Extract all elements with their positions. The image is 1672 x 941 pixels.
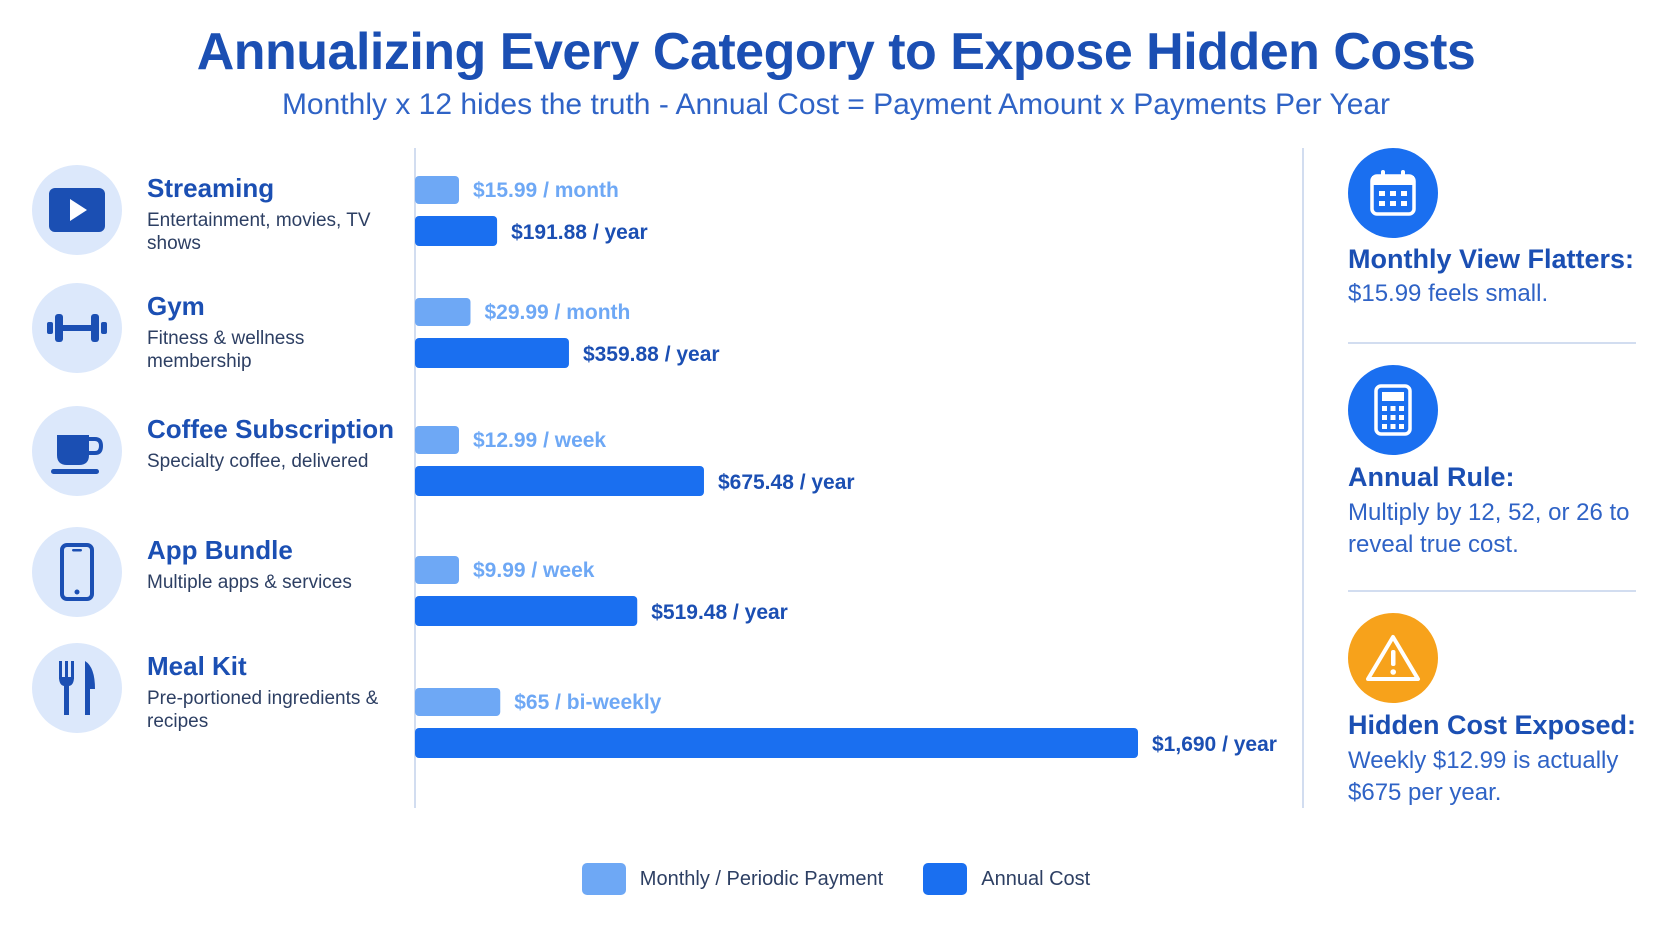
category-name: Streaming bbox=[147, 173, 275, 203]
bar-annual bbox=[415, 338, 569, 368]
category-coffee: Coffee Subscription Specialty coffee, de… bbox=[32, 406, 412, 506]
category-app-bundle: App Bundle Multiple apps & services bbox=[32, 527, 412, 627]
sidebar-separator bbox=[1348, 342, 1636, 344]
category-gym: Gym Fitness & wellness membership bbox=[32, 283, 412, 383]
category-desc: Multiple apps & services bbox=[147, 572, 352, 593]
bar-annual bbox=[415, 728, 1138, 758]
play-icon bbox=[32, 165, 122, 255]
category-streaming: Streaming Entertainment, movies, TV show… bbox=[32, 165, 412, 265]
bar-annual-label: $1,690 / year bbox=[1152, 733, 1277, 756]
category-name: App Bundle bbox=[147, 535, 293, 565]
bar-annual-label: $191.88 / year bbox=[511, 221, 648, 244]
bar-periodic bbox=[415, 688, 501, 716]
bar-periodic bbox=[415, 426, 459, 454]
fork-knife-icon bbox=[32, 643, 122, 733]
category-meal-kit: Meal Kit Pre-portioned ingredients & rec… bbox=[32, 643, 412, 743]
bar-annual bbox=[415, 466, 704, 496]
sidebar-text: Weekly $12.99 is actually $675 per year. bbox=[1348, 747, 1619, 806]
sidebar-title: Monthly View Flatters: bbox=[1348, 244, 1635, 274]
chart-legend: Monthly / Periodic Payment Annual Cost bbox=[0, 863, 1672, 895]
category-desc: Entertainment, movies, TV shows bbox=[147, 210, 371, 254]
bar-annual-label: $519.48 / year bbox=[651, 601, 788, 624]
sidebar-text: $15.99 feels small. bbox=[1348, 280, 1549, 307]
bar-periodic-label: $65 / bi-weekly bbox=[514, 691, 661, 714]
legend-label: Annual Cost bbox=[981, 867, 1091, 890]
bar-periodic-label: $29.99 / month bbox=[484, 301, 630, 324]
warning-icon bbox=[1348, 613, 1438, 703]
bar-annual bbox=[415, 596, 638, 626]
bar-periodic bbox=[415, 298, 471, 326]
bar-chart: $15.99 / month $191.88 / year $29.99 / mon… bbox=[415, 176, 1277, 758]
legend-item-periodic: Monthly / Periodic Payment bbox=[581, 863, 884, 895]
category-desc: Pre-portioned ingredients & recipes bbox=[147, 688, 379, 732]
calculator-icon bbox=[1348, 365, 1438, 455]
sidebar-title: Hidden Cost Exposed: bbox=[1348, 710, 1637, 740]
legend-label: Monthly / Periodic Payment bbox=[639, 867, 884, 890]
category-name: Coffee Subscription bbox=[147, 414, 395, 444]
bar-periodic-label: $12.99 / week bbox=[473, 429, 606, 452]
sidebar-separator bbox=[1348, 590, 1636, 592]
category-name: Meal Kit bbox=[147, 651, 247, 681]
bar-periodic bbox=[415, 556, 459, 584]
category-name: Gym bbox=[147, 291, 205, 321]
smartphone-icon bbox=[32, 527, 122, 617]
bar-periodic-label: $15.99 / month bbox=[473, 179, 619, 202]
bar-annual bbox=[415, 216, 498, 246]
sidebar-text: Multiply by 12, 52, or 26 to reveal true… bbox=[1348, 499, 1630, 558]
calendar-icon bbox=[1348, 148, 1438, 238]
bar-annual-label: $359.88 / year bbox=[583, 343, 720, 366]
legend-swatch bbox=[923, 863, 968, 895]
sidebar-title: Annual Rule: bbox=[1348, 462, 1515, 492]
bar-annual-label: $675.48 / year bbox=[718, 471, 855, 494]
page-subtitle: Monthly x 12 hides the truth - Annual Co… bbox=[281, 88, 1391, 121]
category-desc: Specialty coffee, delivered bbox=[147, 451, 369, 472]
page-title: Annualizing Every Category to Expose Hid… bbox=[196, 23, 1476, 81]
legend-item-annual: Annual Cost bbox=[923, 863, 1090, 895]
divider-line bbox=[1302, 148, 1304, 808]
coffee-cup-icon bbox=[32, 406, 122, 496]
bar-periodic bbox=[415, 176, 459, 204]
legend-swatch bbox=[581, 863, 626, 895]
category-desc: Fitness & wellness membership bbox=[147, 328, 305, 372]
bar-periodic-label: $9.99 / week bbox=[473, 559, 595, 582]
dumbbell-icon bbox=[32, 283, 122, 373]
